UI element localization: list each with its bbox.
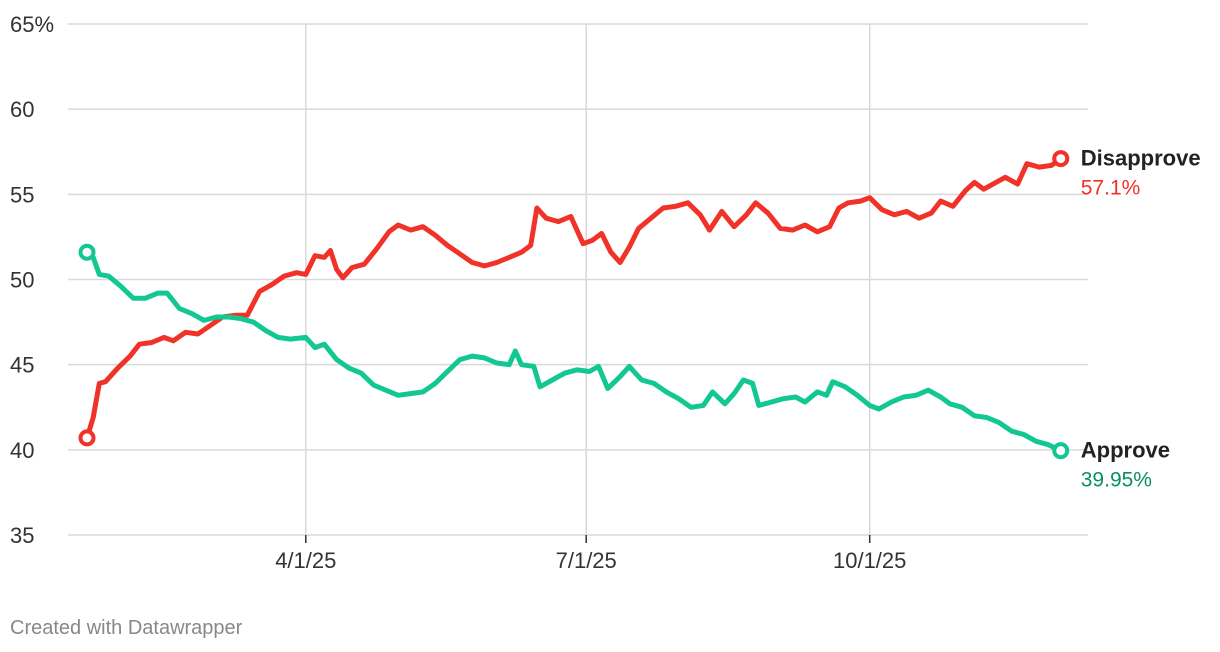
horizontal-gridlines bbox=[68, 23, 1088, 536]
approve-end-point bbox=[1052, 442, 1070, 460]
x-tick-label-7/1/25: 7/1/25 bbox=[556, 548, 617, 573]
series-end-labels: Disapprove 57.1% Approve 39.95% bbox=[1081, 146, 1201, 492]
x-tick-label-10/1/25: 10/1/25 bbox=[833, 548, 906, 573]
datawrapper-credit[interactable]: Created with Datawrapper bbox=[10, 617, 243, 639]
y-tick-label-55: 55 bbox=[10, 182, 34, 207]
x-tick-label-4/1/25: 4/1/25 bbox=[275, 548, 336, 573]
y-tick-label-60: 60 bbox=[10, 97, 34, 122]
vertical-gridlines bbox=[305, 24, 871, 543]
y-axis-tick-labels: 65% 60 55 50 45 40 35 bbox=[10, 12, 54, 548]
y-tick-label-65: 65% bbox=[10, 12, 54, 37]
approve-start-point bbox=[78, 243, 96, 261]
disapprove-end-label: Disapprove bbox=[1081, 146, 1201, 171]
x-axis-tick-labels: 4/1/25 7/1/25 10/1/25 bbox=[275, 548, 906, 573]
series-lines bbox=[78, 150, 1070, 460]
disapprove-end-point bbox=[1052, 150, 1070, 168]
approve-end-value-label: 39.95% bbox=[1081, 469, 1152, 492]
disapprove-end-value-label: 57.1% bbox=[1081, 177, 1141, 200]
disapprove-start-point bbox=[78, 429, 96, 447]
disapprove-series-line bbox=[84, 156, 1064, 441]
y-tick-label-40: 40 bbox=[10, 438, 34, 463]
y-tick-label-35: 35 bbox=[10, 523, 34, 548]
y-tick-label-45: 45 bbox=[10, 353, 34, 378]
approve-end-label: Approve bbox=[1081, 438, 1170, 463]
y-tick-label-50: 50 bbox=[10, 268, 34, 293]
approve-series-line bbox=[84, 249, 1064, 454]
